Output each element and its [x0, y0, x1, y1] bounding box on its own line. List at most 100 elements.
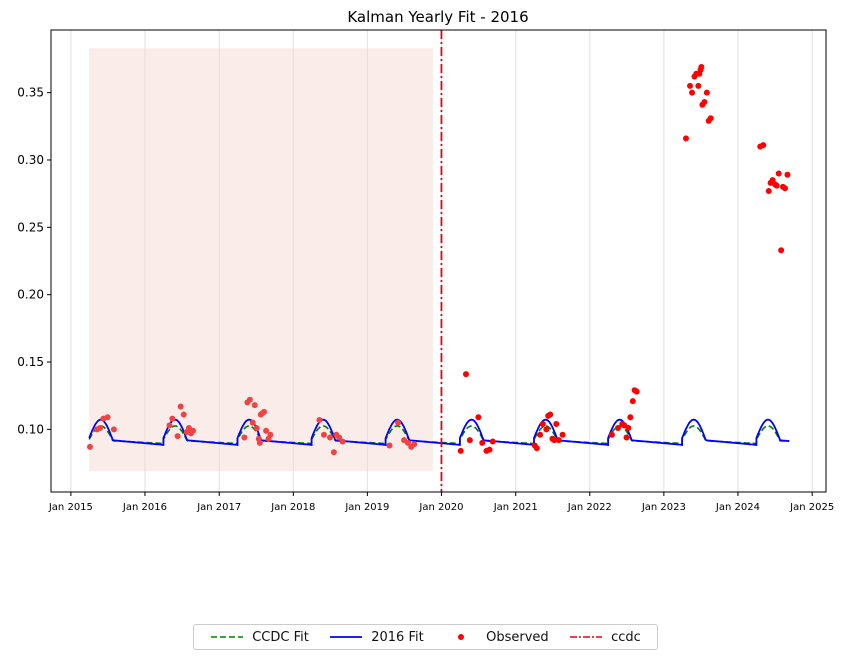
observed-point	[386, 442, 393, 449]
observed-point	[166, 422, 173, 429]
observed-point	[539, 420, 546, 427]
observed-point	[339, 438, 346, 445]
observed-point	[608, 431, 615, 438]
observed-point	[190, 427, 197, 434]
x-tick-label: Jan 2015	[48, 502, 93, 513]
observed-point	[533, 445, 540, 452]
observed-point	[489, 438, 496, 445]
observed-point	[707, 115, 714, 122]
observed-point	[249, 419, 256, 426]
observed-point	[263, 427, 270, 434]
observed-point	[110, 426, 117, 433]
legend-swatch-ccdc	[570, 636, 603, 638]
observed-point	[555, 437, 562, 444]
observed-point	[778, 247, 785, 254]
y-tick-label: 0.20	[17, 288, 44, 302]
observed-point	[623, 434, 630, 441]
plot-frame	[50, 29, 827, 493]
calibration-period-shade	[89, 48, 433, 472]
observed-point	[765, 187, 772, 194]
observed-point	[457, 447, 464, 454]
observed-point	[682, 135, 689, 142]
observed-point	[625, 425, 632, 432]
observed-point	[316, 416, 323, 423]
observed-point	[177, 403, 184, 410]
observed-point	[687, 82, 694, 89]
observed-point	[86, 443, 93, 450]
observed-point	[479, 439, 486, 446]
y-tick-label: 0.10	[17, 422, 44, 436]
observed-point	[703, 89, 710, 96]
observed-point	[320, 431, 327, 438]
observed-point	[701, 99, 708, 106]
legend-item-2016-fit: 2016 Fit	[329, 629, 424, 645]
observed-point	[784, 171, 791, 178]
observed-point	[169, 415, 176, 422]
observed-point	[241, 434, 248, 441]
y-tick-label: 0.30	[17, 153, 44, 167]
x-tick-label: Jan 2016	[122, 502, 167, 513]
observed-point	[775, 170, 782, 177]
observed-point	[627, 414, 634, 421]
observed-point	[327, 434, 334, 441]
legend-item-ccdc: ccdc	[569, 630, 641, 645]
x-tick-label: Jan 2021	[493, 502, 538, 513]
observed-point	[486, 446, 493, 453]
legend-swatch-ccdc-fit	[211, 636, 244, 638]
x-tick-label: Jan 2022	[567, 502, 612, 513]
x-tick-label: Jan 2018	[270, 502, 315, 513]
shaded-region	[89, 48, 433, 472]
x-tick-label: Jan 2020	[418, 502, 463, 513]
x-axis: Jan 2015 Jan 2016 Jan 2017 Jan 2018 Jan 2019…	[48, 492, 834, 513]
observed-point	[698, 64, 705, 71]
observed-point	[537, 431, 544, 438]
observed-point	[253, 425, 260, 432]
kalman-2016-fit-line	[88, 418, 790, 446]
observed-point	[336, 434, 343, 441]
legend-label-2016-fit: 2016 Fit	[371, 629, 424, 645]
observed-point	[466, 437, 473, 444]
observed-point	[180, 411, 187, 418]
observed-point	[629, 398, 636, 405]
observed-points	[86, 64, 791, 456]
observed-point	[773, 182, 780, 189]
y-tick-label: 0.15	[17, 355, 44, 369]
legend-label-observed: Observed	[486, 629, 549, 645]
chart-title: Kalman Yearly Fit - 2016	[347, 8, 528, 26]
observed-point	[267, 431, 274, 438]
observed-point	[395, 419, 402, 426]
observed-point	[246, 396, 253, 403]
observed-point	[404, 439, 411, 446]
observed-point	[475, 414, 482, 421]
observed-point	[547, 411, 554, 418]
legend-item-observed: Observed	[444, 630, 549, 645]
observed-point	[462, 371, 469, 378]
observed-point	[330, 449, 337, 456]
observed-point	[633, 388, 640, 395]
observed-point	[104, 414, 111, 421]
x-tick-label: Jan 2025	[789, 502, 834, 513]
observed-point	[97, 425, 104, 432]
legend-item-ccdc-fit: CCDC Fit	[210, 630, 309, 645]
observed-point	[174, 433, 181, 440]
legend-label-ccdc: ccdc	[611, 629, 641, 645]
legend-label-ccdc-fit: CCDC Fit	[252, 629, 309, 645]
legend-swatch-2016-fit	[330, 636, 363, 638]
legend-swatch-observed	[458, 634, 465, 640]
observed-point	[261, 408, 268, 415]
observed-point	[551, 437, 558, 444]
x-tick-label: Jan 2024	[715, 502, 760, 513]
observed-point	[695, 82, 702, 89]
y-axis: 0.10 0.15 0.20 0.25 0.30 0.35	[17, 86, 51, 436]
observed-point	[543, 426, 550, 433]
x-tick-label: Jan 2017	[196, 502, 241, 513]
x-tick-label: Jan 2019	[344, 502, 389, 513]
observed-point	[251, 402, 258, 409]
observed-point	[614, 425, 621, 432]
observed-point	[689, 89, 696, 96]
chart: Kalman Yearly Fit - 2016 0.10 0.15 0.20 0.2…	[17, 8, 834, 513]
observed-point	[256, 439, 263, 446]
observed-point	[559, 431, 566, 438]
y-tick-label: 0.35	[17, 86, 44, 100]
y-tick-label: 0.25	[17, 220, 44, 234]
